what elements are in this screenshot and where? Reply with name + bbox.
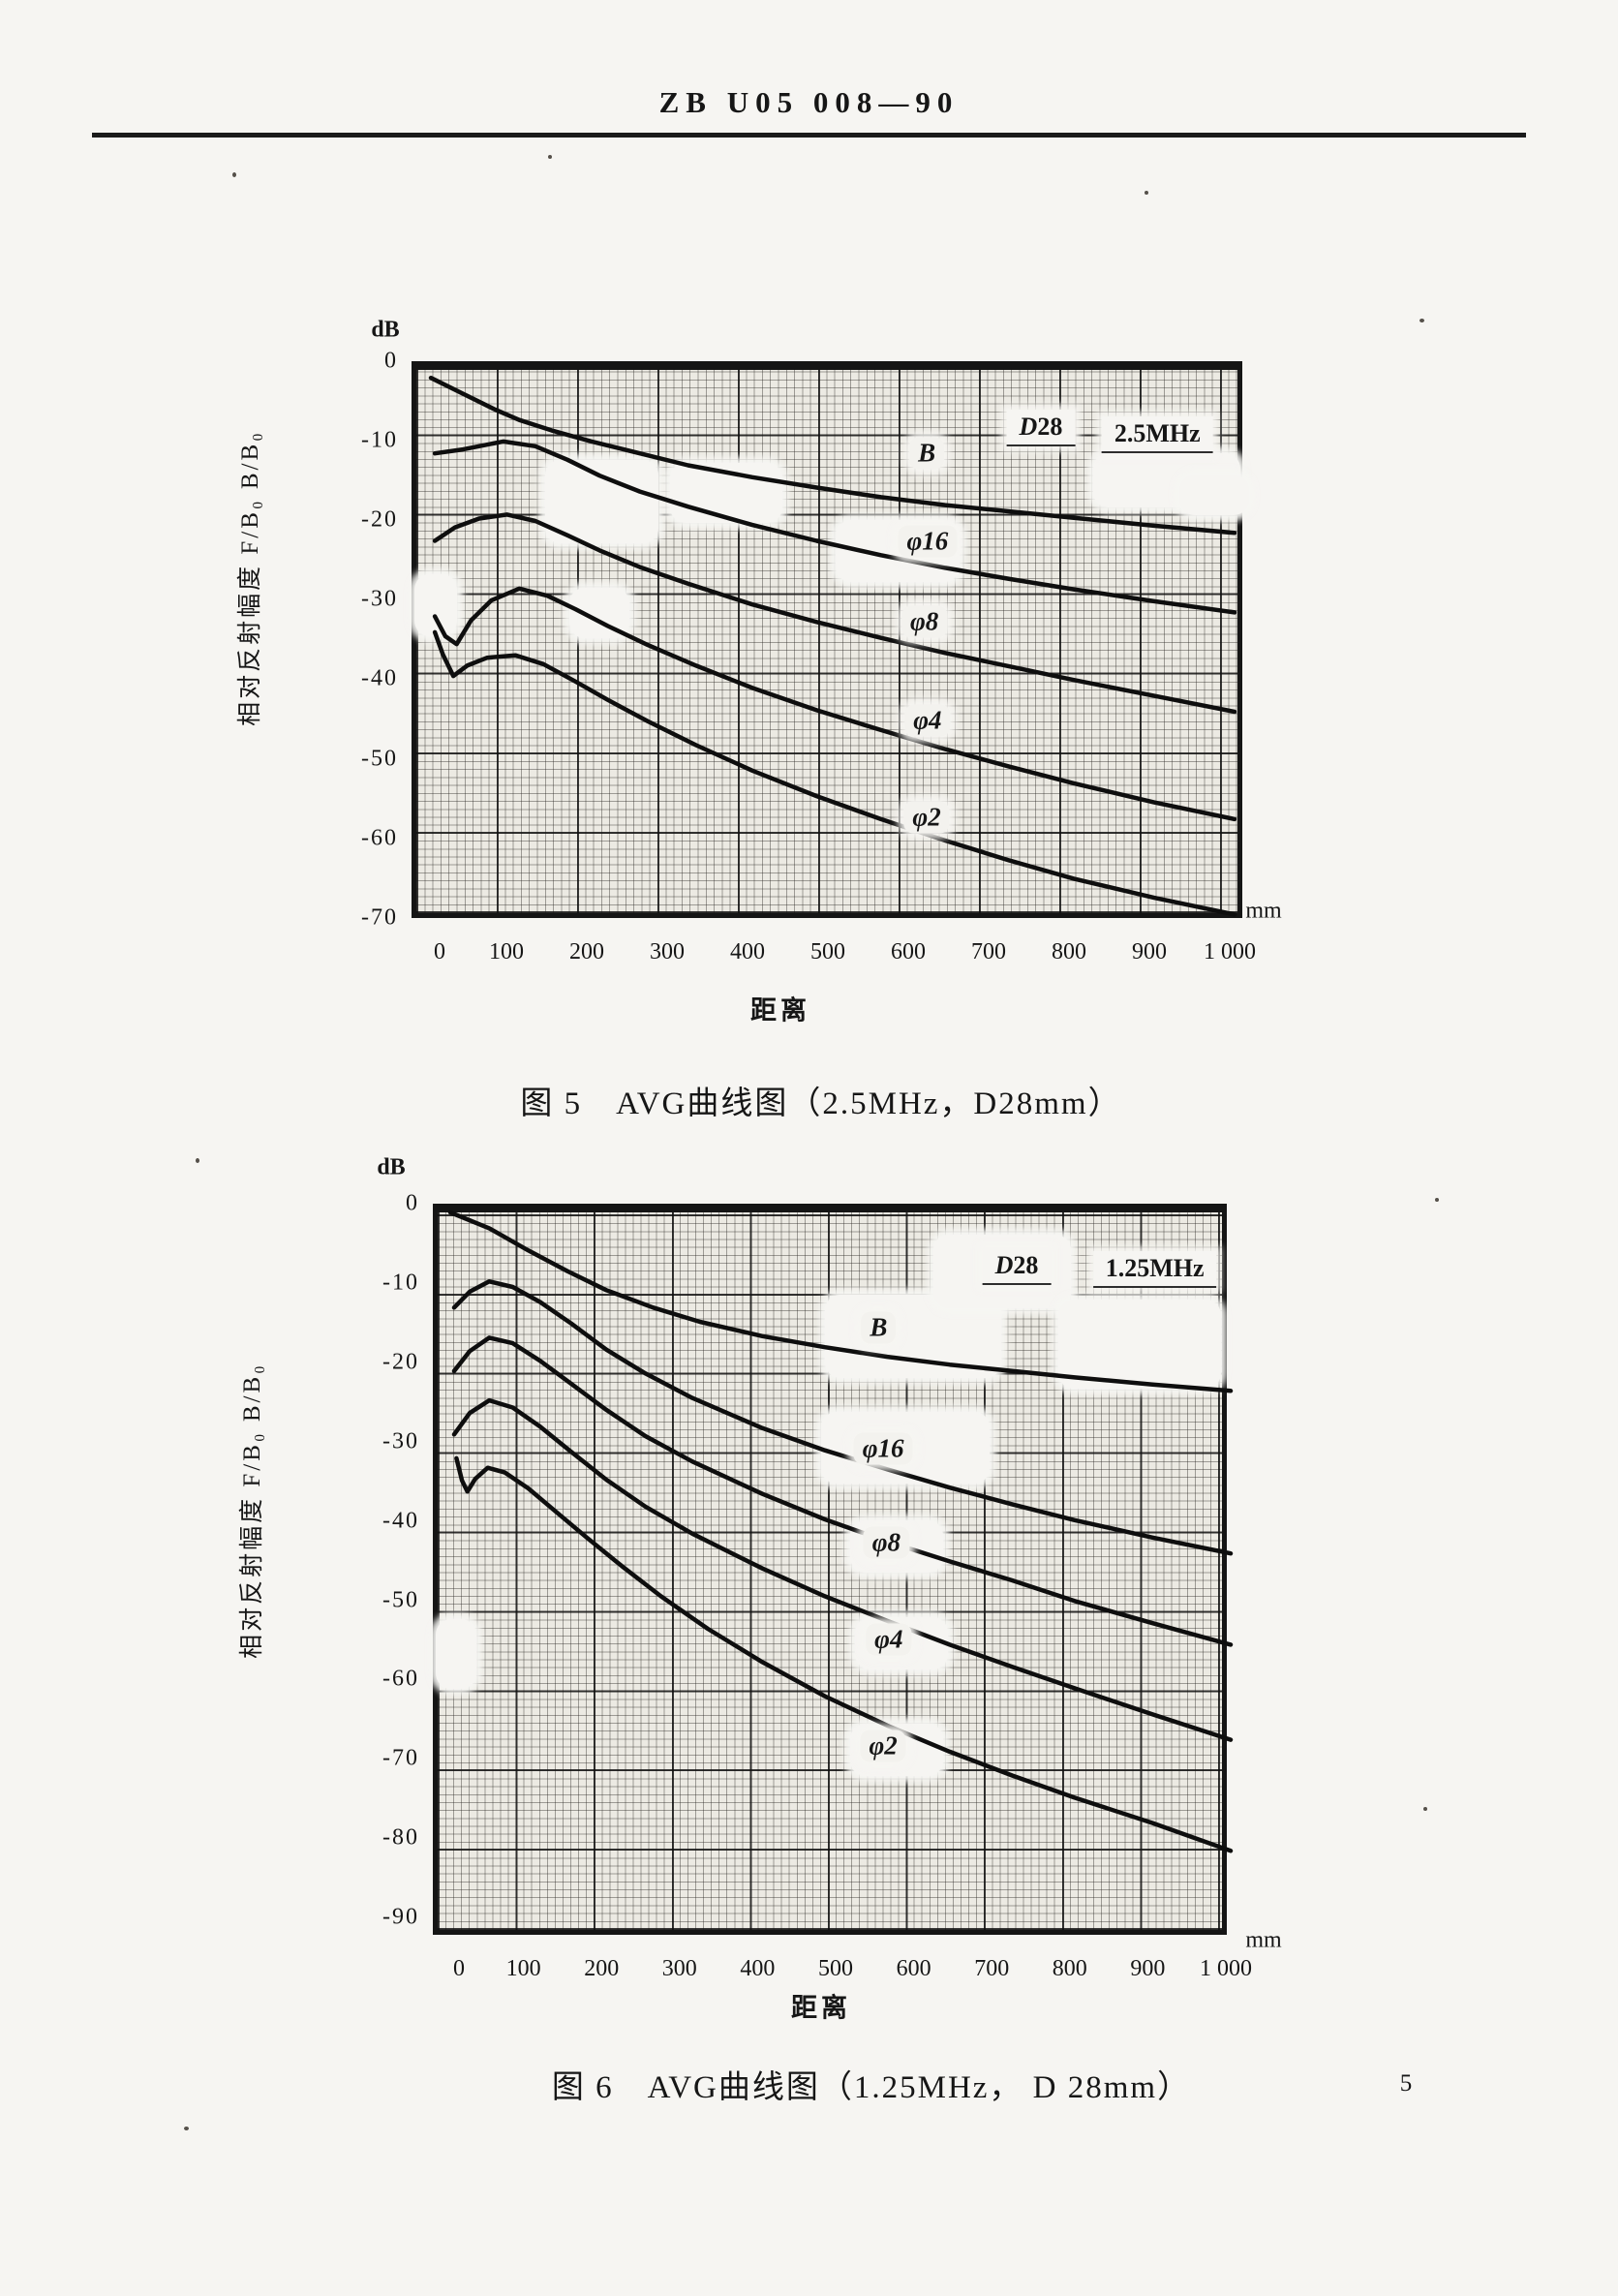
scan-patch [414,574,457,636]
avg-curve-φ8 [432,512,1237,715]
y-axis-tick-label: -10 [382,1270,419,1296]
figure5-x-unit-label: mm [1245,898,1282,924]
scan-patch [1058,1300,1221,1389]
y-axis-tick-label: -80 [382,1824,419,1851]
page-number: 5 [1399,2070,1413,2097]
scan-speck [196,1158,199,1163]
x-axis-tick-label: 500 [818,1956,853,1981]
y-axis-tick-label: -30 [382,1428,419,1454]
x-axis-tick-label: 400 [730,939,765,964]
scan-speck [184,2127,189,2130]
header-rule [92,133,1526,138]
scan-patch [545,460,658,543]
x-axis-tick-label: 600 [896,1956,931,1981]
figure6-x-axis-title: 距离 [791,1993,851,2023]
curve-label-φ4: φ4 [904,704,951,737]
x-axis-tick-label: 900 [1130,1956,1166,1981]
x-axis-tick-label: 300 [650,939,685,964]
figure6-y-unit-label: dB [377,1154,406,1180]
curve-label-φ2: φ2 [860,1730,906,1762]
x-axis-tick-label: 1 000 [1204,939,1256,964]
scan-speck [1423,1807,1427,1811]
x-axis-tick-label: 100 [489,939,524,964]
curve-label-B: B [909,437,945,470]
avg-curve-φ16 [432,439,1237,615]
x-axis-tick-label: 700 [974,1956,1010,1981]
y-axis-tick-label: -60 [382,1666,419,1692]
annotation-D28: D28 [982,1247,1052,1285]
avg-curve-φ16 [451,1279,1234,1556]
figure5-plot-area [412,361,1249,918]
annotation-1.25MHz: 1.25MHz [1092,1250,1217,1288]
curve-label-φ4: φ4 [866,1623,912,1656]
x-axis-tick-label: 1 000 [1200,1956,1252,1981]
y-axis-tick-label: -50 [361,746,398,771]
x-axis-tick-label: 900 [1132,939,1167,964]
annotation-D28: D28 [1006,409,1076,446]
curve-label-φ8: φ8 [863,1526,910,1559]
y-axis-tick-label: -70 [382,1745,419,1771]
scan-speck [1435,1198,1439,1202]
x-axis-tick-label: 600 [891,939,926,964]
avg-curve-φ8 [451,1335,1234,1647]
avg-curve-B [447,1209,1234,1393]
y-axis-tick-label: -70 [361,904,398,931]
x-axis-tick-label: 0 [453,1956,465,1981]
y-axis-tick-label: -20 [382,1349,419,1375]
x-axis-tick-label: 100 [505,1956,541,1981]
x-axis-tick-label: 0 [434,939,445,964]
curves-layer [447,1209,1234,1853]
x-axis-tick-label: 700 [971,939,1006,964]
scan-speck [232,172,236,177]
avg-curve-B [428,375,1237,536]
scan-speck [1145,191,1148,195]
standard-number-header: ZB U05 008—90 [658,85,960,119]
y-axis-tick-label: -50 [382,1587,419,1612]
scan-speck [1420,319,1424,322]
figure6-y-axis-title: 相对反射幅度 F/B₀ B/B₀ [239,1362,265,1659]
figure6-x-unit-label: mm [1245,1927,1282,1953]
x-axis-tick-label: 300 [661,1956,697,1981]
x-axis-tick-label: 800 [1052,939,1086,964]
avg-curve-φ2 [454,1455,1234,1853]
x-axis-tick-label: 400 [740,1956,776,1981]
curve-label-B: B [861,1311,897,1344]
y-axis-tick-label: -40 [382,1508,419,1534]
y-axis-tick-label: -60 [361,825,398,851]
scan-patch [825,1295,1001,1378]
curve-label-φ8: φ8 [901,605,948,638]
y-axis-tick-label: -30 [361,586,398,612]
scan-speck [548,155,552,159]
y-axis-tick-label: -20 [361,506,398,533]
avg-curve-φ2 [432,629,1237,917]
y-axis-tick-label: -10 [361,427,398,453]
y-axis-tick-label: -40 [361,665,398,691]
y-axis-tick-label: -90 [382,1904,419,1930]
curves-layer [428,375,1237,917]
x-axis-tick-label: 500 [810,939,845,964]
curve-label-φ2: φ2 [903,801,950,834]
figure5-caption: 图 5 AVG曲线图（2.5MHz，D28mm） [520,1087,1122,1121]
x-axis-tick-label: 800 [1052,1956,1087,1981]
scan-patch [436,1619,476,1689]
figure5-y-unit-label: dB [371,317,400,343]
figure5-x-axis-title: 距离 [750,995,810,1026]
y-axis-tick-label: 0 [384,348,398,374]
curve-label-φ16: φ16 [898,525,958,558]
y-axis-tick-label: 0 [406,1190,419,1216]
figure6-plot-area [433,1204,1234,1935]
figure6-caption: 图 6 AVG曲线图（1.25MHz， D 28mm） [551,2070,1192,2105]
annotation-2.5MHz: 2.5MHz [1101,416,1213,454]
x-axis-tick-label: 200 [569,939,604,964]
scan-patch [1179,475,1249,515]
avg-curve-φ4 [432,586,1237,822]
curve-label-φ16: φ16 [853,1432,913,1465]
avg-curve-φ4 [451,1397,1234,1742]
x-axis-tick-label: 200 [584,1956,620,1981]
